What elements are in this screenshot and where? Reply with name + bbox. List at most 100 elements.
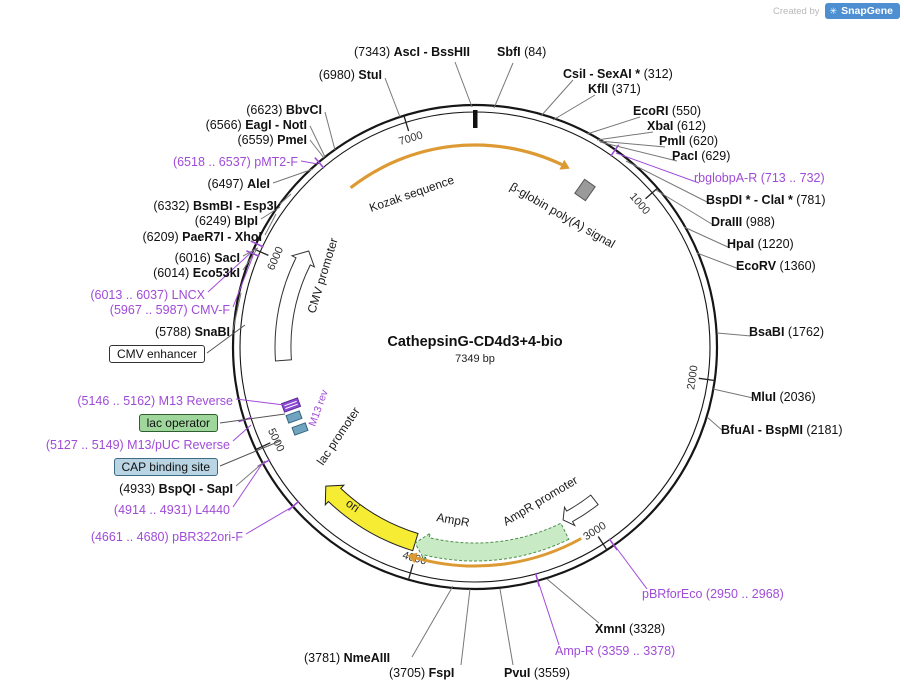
- site-label-prefix: (6566): [205, 118, 246, 132]
- callout-line: [712, 388, 754, 399]
- site-label-name: LNCX: [171, 288, 205, 302]
- callout-line: [706, 416, 724, 432]
- site-label-name: BsmBI - Esp3I: [192, 199, 277, 213]
- callout-line: [546, 578, 600, 624]
- site-label-lncx: (6013 .. 6037) LNCX: [90, 288, 205, 302]
- callout-line: [599, 141, 678, 162]
- site-label-sbfi: SbfI (84): [497, 45, 546, 59]
- snapgene-logo: ✳ SnapGene: [824, 3, 900, 19]
- callout-line: [232, 292, 242, 331]
- site-label-name: HpaI: [727, 237, 755, 251]
- ring-tick: [597, 536, 607, 550]
- beta-globin-polya-feature-box: [574, 178, 596, 202]
- site-label-suffix: (2950 .. 2968): [702, 587, 784, 601]
- primer-site-tick: [250, 240, 264, 248]
- site-label-ecori: EcoRI (550): [633, 104, 701, 118]
- site-label-bsmbi-esp3i: (6332) BsmBI - Esp3I: [153, 199, 277, 213]
- site-label-name: L4440: [195, 503, 230, 517]
- site-label-prefix: (6332): [153, 199, 193, 213]
- callout-line: [232, 255, 254, 308]
- site-label-prefix: (5127 .. 5149): [45, 438, 128, 452]
- ring-tick-label: 2000: [685, 365, 700, 391]
- site-label-name: PacI: [672, 149, 698, 163]
- site-label-prefix: (6559): [237, 133, 278, 147]
- site-label-eagi-noti: (6566) EagI - NotI: [206, 118, 307, 132]
- ori-label: ori: [343, 496, 362, 515]
- callout-line: [411, 585, 454, 658]
- callout-line: [245, 506, 293, 535]
- site-label-suffix: (781): [792, 193, 826, 207]
- site-label-name: BlpI: [234, 214, 258, 228]
- site-label-name: XmnI: [595, 622, 626, 636]
- ampr-arrow: [414, 522, 570, 562]
- site-label-bspqi-sapi: (4933) BspQI - SapI: [119, 482, 233, 496]
- site-label-prefix: (3705): [389, 666, 429, 680]
- callout-line: [384, 77, 401, 118]
- lac-operator-feature-box: [285, 410, 303, 424]
- site-label-prefix: (6014): [153, 266, 193, 280]
- site-label-pmli: PmlI (620): [659, 134, 718, 148]
- site-label-prefix: (6249): [194, 214, 235, 228]
- site-label-prefix: (4661 .. 4680): [90, 530, 173, 544]
- site-label-name: BbvCI: [285, 103, 322, 117]
- primer-site-tick: [608, 538, 618, 551]
- site-label-name: EcoRV: [736, 259, 777, 273]
- site-label-prefix: (6016): [174, 251, 215, 265]
- plasmid-length: 7349 bp: [455, 353, 495, 365]
- site-label-m13-reverse: (5146 .. 5162) M13 Reverse: [77, 394, 233, 408]
- watermark-created-by: Created by: [773, 5, 820, 17]
- site-label-suffix: (1220): [754, 237, 794, 251]
- site-label-name: BspQI - SapI: [158, 482, 233, 496]
- callout-line: [615, 152, 700, 184]
- site-label-bsabi: BsaBI (1762): [749, 325, 824, 339]
- site-label-fspi: (3705) FspI: [389, 666, 454, 680]
- callout-line: [219, 413, 286, 424]
- site-label-m13-puc-reverse: (5127 .. 5149) M13/pUC Reverse: [46, 438, 230, 452]
- ampr-label: AmpR: [435, 510, 471, 530]
- ring-tick: [254, 248, 269, 256]
- site-label-suffix: (371): [608, 82, 641, 96]
- callout-line: [552, 94, 596, 121]
- callout-line: [586, 116, 641, 135]
- callout-line: [540, 79, 574, 117]
- site-label-nmeaiii: (3781) NmeAIII: [304, 651, 390, 665]
- site-label-stui: (6980) StuI: [319, 68, 382, 82]
- site-label-name: SbfI: [497, 45, 521, 59]
- site-label-name: XbaI: [647, 119, 674, 133]
- plasmid-name: CathepsinG-CD4d3+4-bio: [387, 334, 563, 350]
- site-label-name: BspDI * - ClaI *: [706, 193, 793, 207]
- site-label-name: M13/pUC Reverse: [127, 438, 230, 452]
- site-label-pbr322ori-f: (4661 .. 4680) pBR322ori-F: [91, 530, 243, 544]
- site-label-suffix: (3328): [625, 622, 666, 636]
- callout-line: [493, 62, 514, 109]
- ori-arrow: [324, 484, 419, 552]
- ampr-orf-arc: [415, 537, 582, 568]
- ring-tick: [403, 116, 410, 132]
- site-label-name: pBRforEco: [642, 587, 703, 601]
- lac-operator-label: lac operator: [138, 414, 218, 432]
- callout-line: [232, 463, 263, 508]
- site-label-bspdi-clai: BspDI * - ClaI * (781): [706, 193, 825, 207]
- plasmid-title: CathepsinG-CD4d3+4-bio 7349 bp: [387, 334, 562, 365]
- site-label-suffix: (620): [685, 134, 719, 148]
- site-label-suffix: (1360): [776, 259, 816, 273]
- site-label-prefix: (6209): [142, 230, 183, 244]
- callout-line: [324, 111, 336, 151]
- site-label-prefix: (6518 .. 6537): [172, 155, 255, 169]
- site-label-bbvci: (6623) BbvCI: [246, 103, 322, 117]
- ring-tick: [698, 377, 714, 382]
- site-label-suffix: (3359 .. 3378): [593, 644, 676, 658]
- snapgene-logo-icon: ✳: [829, 5, 838, 16]
- site-label-name: SnaBI: [194, 325, 230, 339]
- site-label-prefix: (6980): [318, 68, 359, 82]
- site-label-name: pBR322ori-F: [172, 530, 243, 544]
- site-label-suffix: (713 .. 732): [757, 171, 825, 185]
- site-label-saci: (6016) SacI: [175, 251, 240, 265]
- site-label-name: rbglobpA-R: [694, 171, 758, 185]
- callout-line: [537, 580, 560, 646]
- expression-cassette-arc-head: [559, 159, 570, 170]
- site-label-name: StuI: [358, 68, 382, 82]
- site-label-prefix: (6497): [207, 177, 248, 191]
- site-label-suffix: (550): [668, 104, 702, 118]
